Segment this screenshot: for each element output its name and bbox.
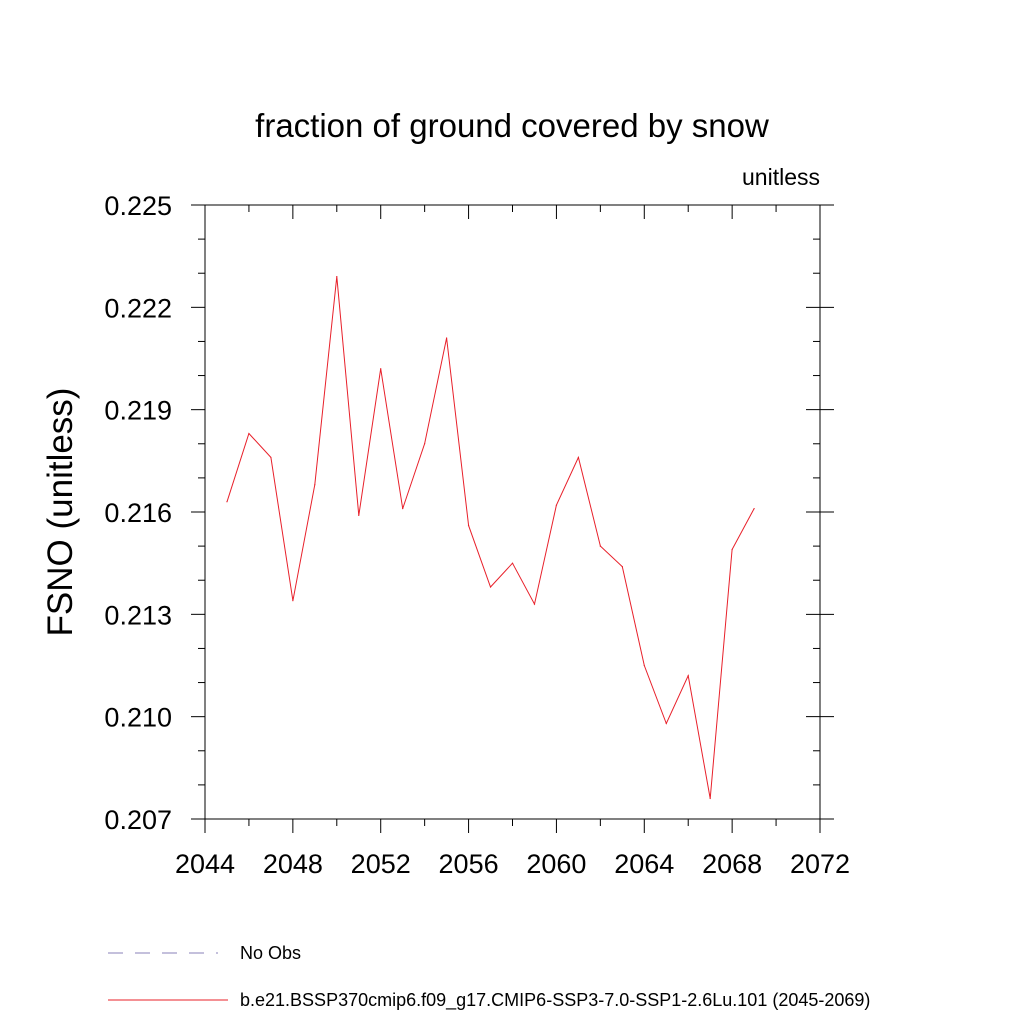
data-point <box>533 603 536 605</box>
x-tick-label: 2048 <box>263 849 323 879</box>
y-tick-label: 0.216 <box>104 498 172 528</box>
series-line-0 <box>226 276 755 799</box>
plot-series <box>226 276 755 800</box>
x-tick-label: 2072 <box>790 849 850 879</box>
y-tick-label: 0.222 <box>104 293 172 323</box>
plot-frame <box>204 204 821 820</box>
data-point <box>489 586 492 588</box>
data-point <box>292 600 294 602</box>
x-tick-label: 2052 <box>351 849 411 879</box>
legend-label-no-obs: No Obs <box>240 943 301 963</box>
legend: No Obs b.e21.BSSP370cmip6.f09_g17.CMIP6-… <box>108 943 870 1011</box>
data-point <box>314 484 316 486</box>
data-point <box>555 504 558 506</box>
data-point <box>270 456 272 459</box>
data-point <box>424 443 426 445</box>
data-point <box>665 722 667 725</box>
data-point <box>709 797 711 800</box>
data-point <box>402 507 404 510</box>
data-point <box>446 337 448 339</box>
x-tick-label: 2044 <box>175 849 235 879</box>
x-tick-label: 2056 <box>439 849 499 879</box>
y-tick-label: 0.210 <box>104 703 172 733</box>
data-point <box>511 562 514 564</box>
y-tick-label: 0.207 <box>104 805 172 835</box>
data-point <box>753 507 755 510</box>
x-tick-label: 2068 <box>702 849 762 879</box>
data-point <box>577 456 579 459</box>
data-point <box>643 664 645 667</box>
axis-ticks <box>191 204 834 833</box>
y-tick-label: 0.213 <box>104 600 172 630</box>
units-label: unitless <box>742 164 820 190</box>
data-point <box>621 565 623 568</box>
data-point <box>358 514 360 517</box>
data-point <box>380 368 382 370</box>
data-point <box>248 432 250 435</box>
axis-tick-labels: 2044 2048 2052 2056 2060 2064 2068 2072 0.207 0.2… <box>104 191 850 879</box>
chart-title: fraction of ground covered by snow <box>255 107 769 144</box>
legend-label-model-run: b.e21.BSSP370cmip6.f09_g17.CMIP6-SSP3-7.… <box>240 990 870 1011</box>
y-tick-label: 0.225 <box>104 191 172 221</box>
y-tick-label: 0.219 <box>104 396 172 426</box>
x-tick-label: 2060 <box>526 849 586 879</box>
data-point <box>336 276 338 278</box>
data-point <box>599 545 601 547</box>
data-point <box>467 525 470 527</box>
x-tick-label: 2064 <box>614 849 674 879</box>
data-point <box>687 675 689 677</box>
data-point <box>731 548 733 551</box>
y-axis-title: FSNO (unitless) <box>41 388 80 637</box>
data-point <box>226 501 228 503</box>
